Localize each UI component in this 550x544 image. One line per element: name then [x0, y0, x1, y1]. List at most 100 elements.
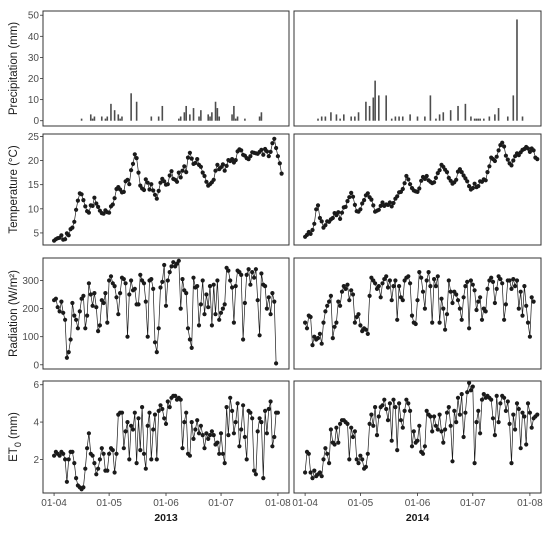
- precip-bar: [233, 105, 235, 121]
- data-point: [165, 182, 170, 187]
- panel-et0-2013: [42, 380, 290, 494]
- data-point: [116, 312, 121, 317]
- ytick-precipitation-50: 50: [28, 11, 40, 22]
- data-point: [502, 317, 507, 322]
- data-point: [96, 466, 101, 471]
- data-point: [85, 313, 90, 318]
- data-point: [204, 431, 209, 436]
- data-point: [158, 403, 163, 408]
- data-point: [55, 305, 60, 310]
- data-point: [402, 408, 407, 413]
- data-point: [387, 278, 392, 283]
- panel-precipitation-2013: [42, 10, 290, 127]
- data-point: [193, 427, 198, 432]
- data-point: [350, 194, 356, 199]
- data-point: [516, 406, 521, 412]
- data-point: [509, 286, 514, 291]
- data-point: [57, 309, 62, 314]
- xtick-label: 01-04: [41, 498, 67, 509]
- data-point: [349, 288, 354, 293]
- panel-radiation-2013: [42, 257, 290, 370]
- data-point: [270, 444, 275, 449]
- data-point: [332, 324, 337, 329]
- data-point: [496, 148, 501, 153]
- data-point: [182, 164, 187, 169]
- data-point: [500, 281, 505, 286]
- data-point: [127, 182, 132, 187]
- data-point: [380, 403, 385, 408]
- data-point: [511, 277, 516, 282]
- precip-bar: [121, 116, 123, 121]
- data-point: [92, 461, 97, 466]
- data-point: [437, 320, 442, 325]
- data-point: [387, 200, 392, 205]
- data-point: [169, 169, 174, 174]
- data-point: [217, 317, 222, 322]
- xtick-label: 01-05: [96, 498, 122, 509]
- data-point: [446, 405, 451, 410]
- xtick-label: 01-04: [292, 498, 318, 509]
- data-point: [328, 427, 333, 432]
- data-point: [213, 168, 218, 173]
- data-point: [176, 170, 181, 175]
- series-line: [304, 142, 538, 238]
- data-point: [228, 278, 233, 283]
- data-point: [419, 275, 424, 280]
- precip-bar: [179, 116, 182, 121]
- data-point: [198, 423, 203, 428]
- data-point: [156, 326, 161, 331]
- data-point: [450, 300, 455, 306]
- data-point: [233, 420, 238, 425]
- data-point: [367, 421, 372, 426]
- data-point: [531, 148, 536, 153]
- precip-bar: [401, 116, 404, 121]
- data-point: [321, 457, 326, 462]
- precip-bar: [494, 114, 496, 121]
- data-point: [437, 168, 442, 173]
- data-point: [209, 323, 214, 328]
- data-point: [264, 149, 269, 154]
- data-point: [230, 157, 235, 162]
- data-point: [136, 416, 141, 421]
- data-point: [415, 438, 420, 443]
- data-point: [202, 312, 207, 317]
- precip-bar: [185, 105, 187, 121]
- data-point: [419, 178, 424, 183]
- data-point: [94, 472, 99, 477]
- data-point: [420, 451, 426, 456]
- data-point: [215, 278, 220, 283]
- data-point: [479, 317, 485, 322]
- precip-bar: [470, 116, 472, 121]
- precip-bar: [416, 116, 419, 121]
- data-point: [520, 410, 525, 415]
- ytick-radiation-100: 100: [22, 332, 39, 343]
- data-point: [268, 312, 273, 317]
- series-line: [53, 395, 278, 490]
- data-point: [522, 414, 527, 419]
- data-point: [529, 425, 534, 430]
- data-point: [470, 282, 475, 287]
- xtick-label: 01-06: [405, 498, 431, 509]
- precip-bar: [438, 114, 441, 121]
- data-point: [151, 286, 156, 291]
- precip-bar: [189, 114, 191, 121]
- data-point: [195, 418, 200, 423]
- data-point: [373, 281, 378, 286]
- data-point: [518, 289, 523, 294]
- xtick-label: 01-05: [348, 498, 374, 509]
- data-point: [145, 180, 150, 185]
- data-point: [101, 211, 106, 216]
- data-point: [132, 410, 137, 415]
- data-point: [138, 272, 143, 277]
- data-point: [490, 416, 496, 421]
- precip-bar: [479, 118, 481, 121]
- data-point: [343, 204, 348, 209]
- data-point: [222, 168, 227, 173]
- data-point: [195, 284, 200, 289]
- data-point: [184, 291, 189, 296]
- precip-bar: [207, 114, 210, 121]
- data-point: [66, 457, 71, 462]
- precip-bar: [178, 118, 180, 121]
- data-point: [459, 392, 464, 397]
- data-point: [303, 320, 308, 325]
